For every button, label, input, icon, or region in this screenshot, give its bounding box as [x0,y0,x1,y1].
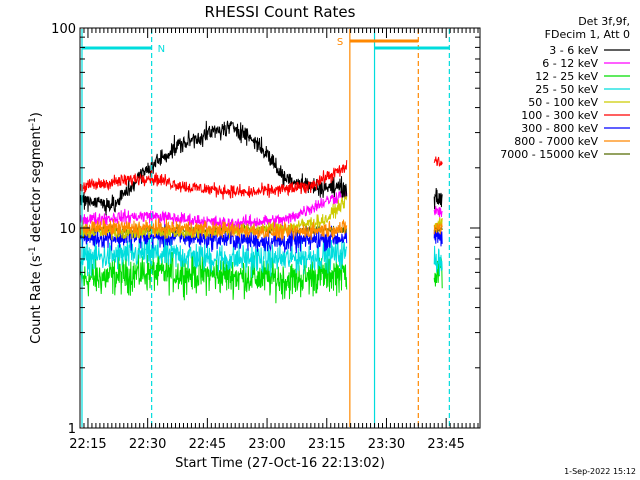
legend-label: 3 - 6 keV [549,44,598,57]
series-trace-4-seg-2 [433,245,443,275]
x-tick-label: 22:30 [129,437,166,452]
y-axis-label-end: ) [29,112,44,117]
series-trace-7-seg-2 [433,225,443,247]
x-tick-label: 23:15 [308,437,345,452]
series-trace-3-seg-1 [79,248,348,304]
x-axis: 22:15 22:30 22:45 23:00 23:15 23:30 23:45 [69,28,479,452]
legend-label: 6 - 12 keV [542,57,598,70]
x-tick-label: 23:00 [248,437,285,452]
x-tick-label: 23:30 [368,437,405,452]
legend-label: 7000 - 15000 keV [500,148,598,161]
x-tick-label: 22:45 [189,437,226,452]
series-trace-2-seg-2 [433,206,443,218]
series-trace-6-seg-2 [433,156,443,167]
series-trace-1-seg-2 [433,187,443,210]
series-trace-8-seg-2 [433,222,443,235]
legend-label: 50 - 100 keV [528,96,598,109]
series-trace-8-seg-1 [79,218,348,241]
y-axis-label-sup1: -1 [28,246,38,255]
legend-label: 300 - 800 keV [521,122,598,135]
series-trace-4-seg-1 [79,235,348,278]
y-tick-label: 1 [68,422,76,437]
series-trace-1-seg-1 [79,120,348,216]
y-axis-label-mid: detector segment [29,126,44,246]
y-tick-label: 10 [59,222,76,237]
chart-title: RHESSI Count Rates [205,3,356,21]
legend-label: 800 - 7000 keV [514,135,598,148]
legend-label: 100 - 300 keV [521,109,598,122]
legend-header-line-2: FDecim 1, Att 0 [545,28,630,41]
series-trace-5-seg-2 [433,217,443,231]
y-tick-label: 100 [51,22,76,37]
series-trace-6-seg-1 [79,160,348,200]
interval-annotations: NS [81,37,450,55]
y-axis: 1 10 100 [51,22,480,437]
y-axis-label-main: Count Rate (s [29,255,44,344]
interval-label-s: S [337,37,343,48]
legend-label: 25 - 50 keV [535,83,598,96]
y-axis-label-sup2: -1 [28,117,38,126]
generation-timestamp: 1-Sep-2022 15:12 [564,467,636,476]
y-axis-label: Count Rate (s-1 detector segment-1) [28,112,44,344]
x-axis-label: Start Time (27-Oct-16 22:13:02) [175,456,385,471]
x-tick-label: 22:15 [69,437,106,452]
plot-traces [79,120,443,304]
legend-label: 12 - 25 keV [535,70,598,83]
legend-header-line-1: Det 3f,9f, [578,15,630,28]
x-tick-label: 23:45 [427,437,464,452]
interval-label-n: N [158,44,165,55]
